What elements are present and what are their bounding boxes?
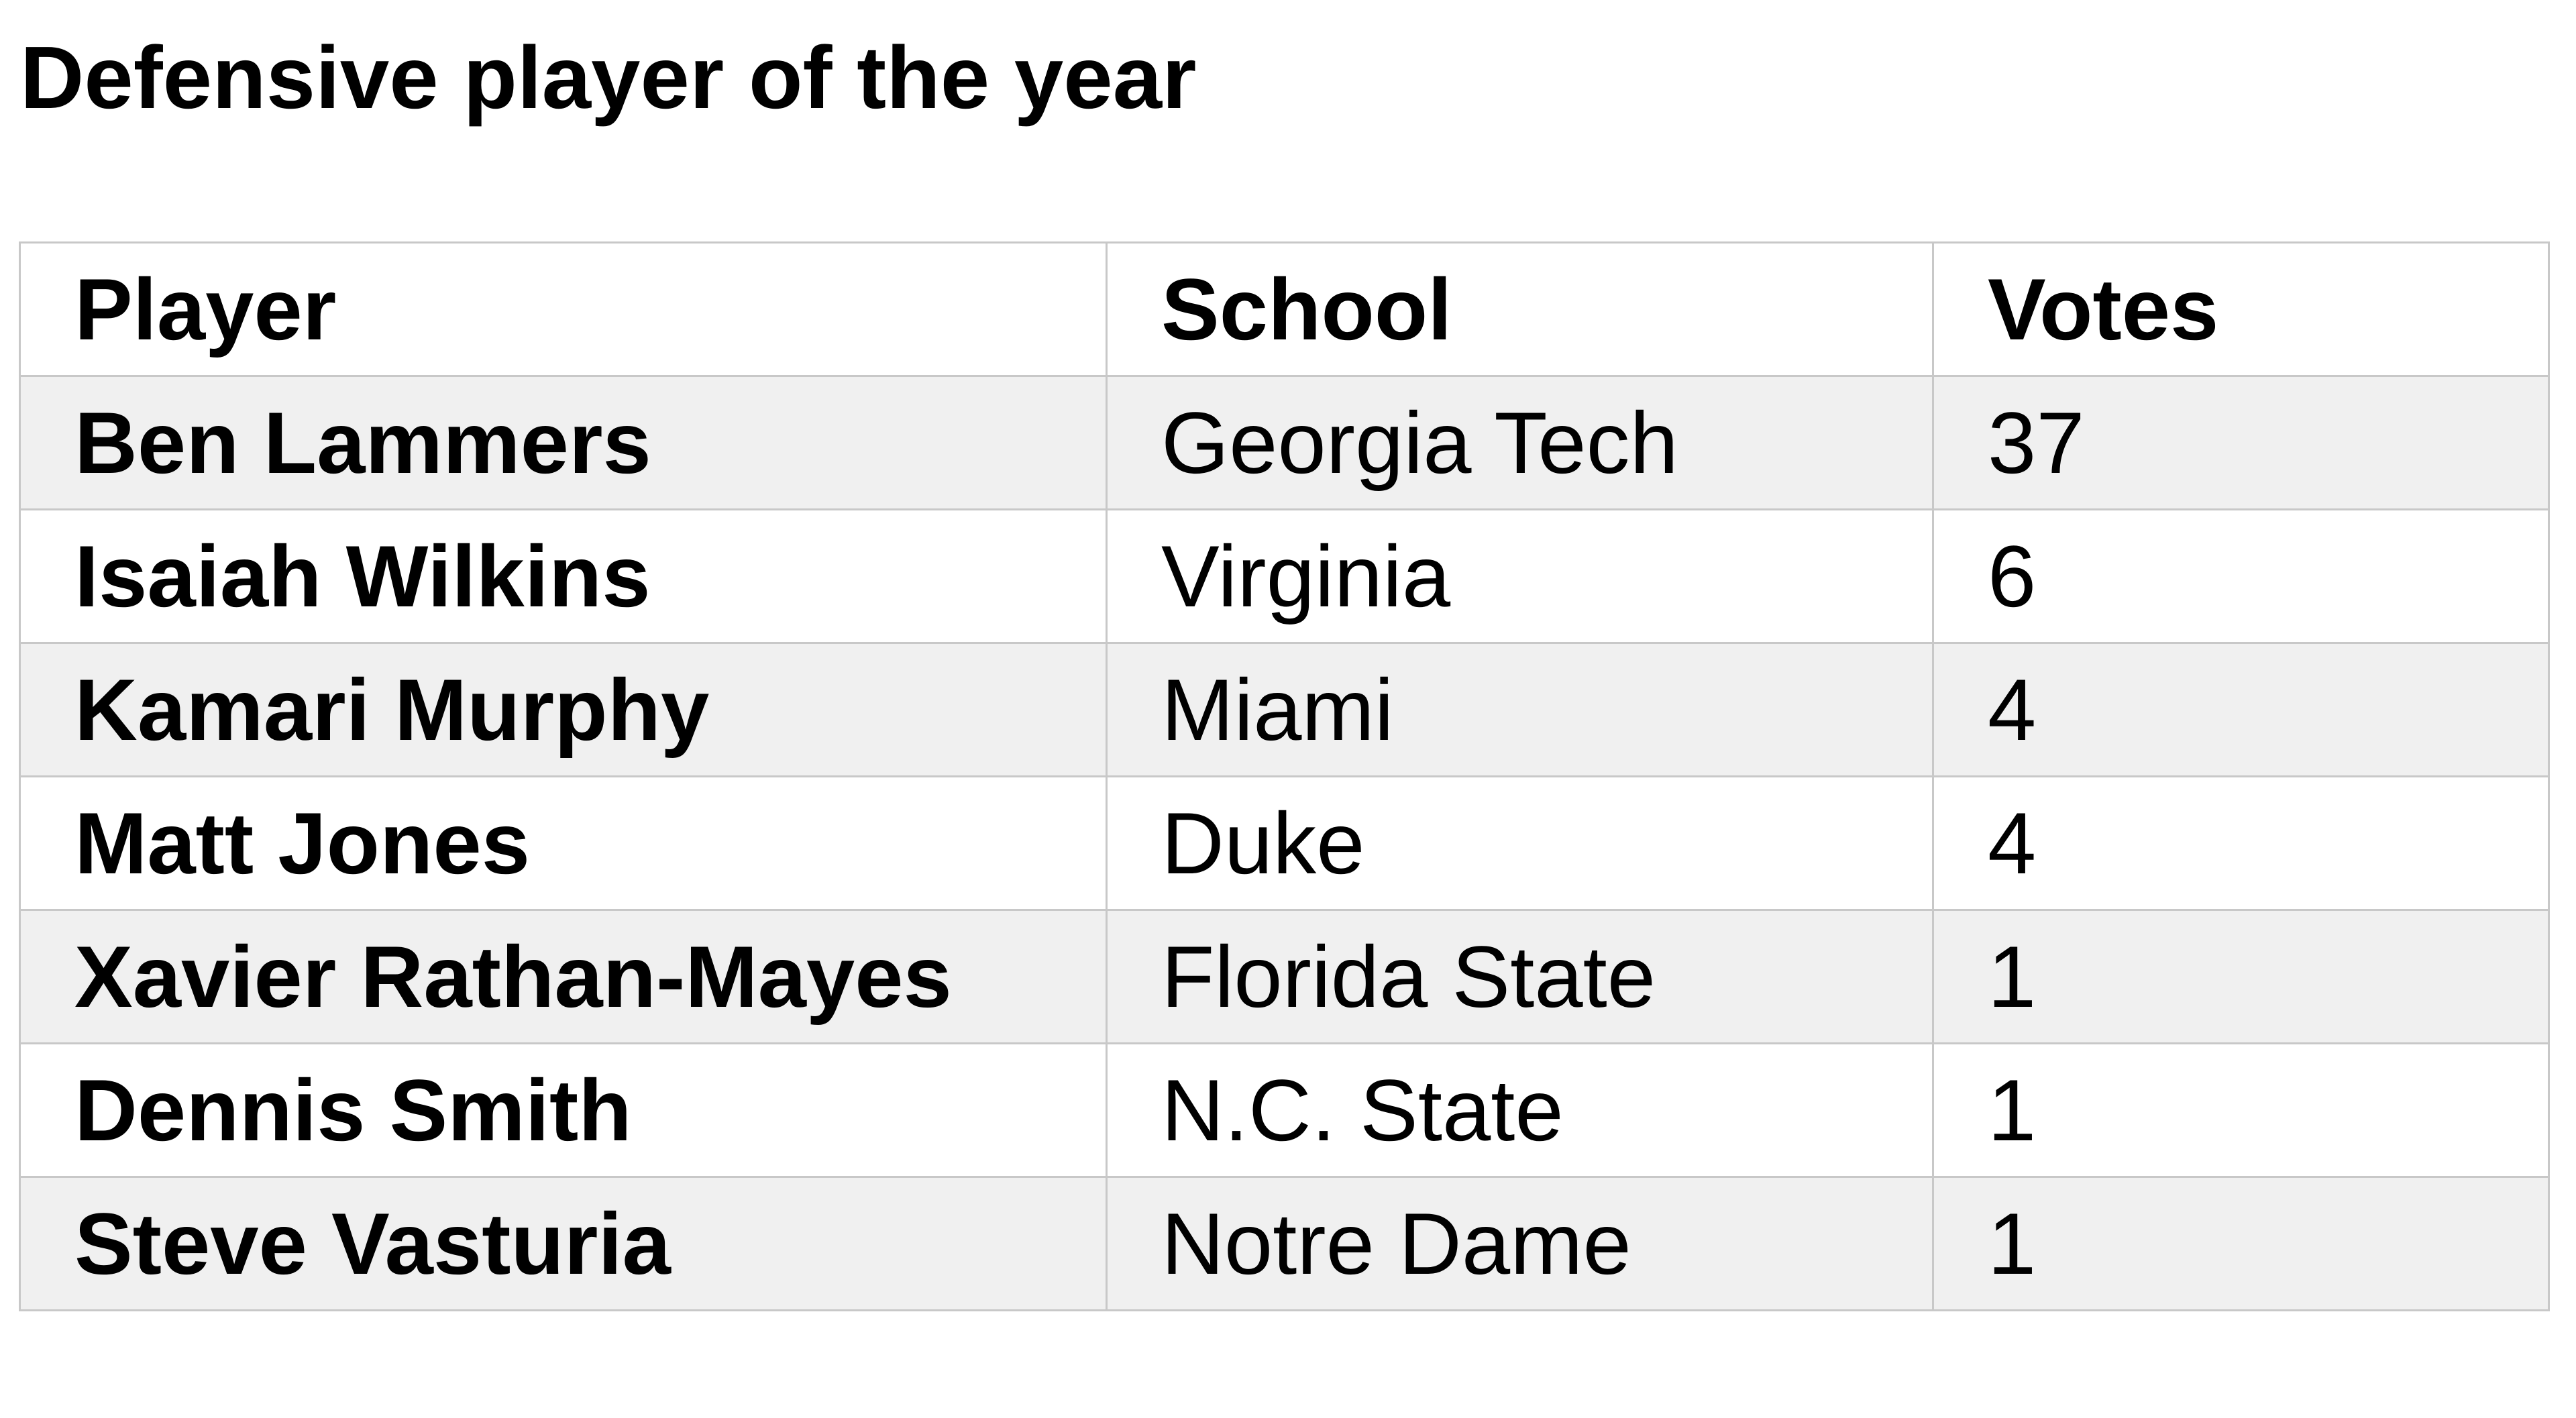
school-cell: Miami [1106, 642, 1934, 777]
player-cell: Kamari Murphy [19, 642, 1108, 777]
table-row: Xavier Rathan-Mayes Florida State 1 [19, 909, 2550, 1044]
school-cell: Georgia Tech [1106, 375, 1934, 510]
votes-table: Player School Votes Ben Lammers Georgia … [19, 241, 2550, 1311]
player-cell: Isaiah Wilkins [19, 508, 1108, 644]
column-header-player: Player [19, 241, 1108, 377]
player-cell: Matt Jones [19, 775, 1108, 911]
table-row: Steve Vasturia Notre Dame 1 [19, 1176, 2550, 1311]
column-header-school: School [1106, 241, 1934, 377]
school-cell: N.C. State [1106, 1042, 1934, 1178]
school-cell: Notre Dame [1106, 1176, 1934, 1311]
table-row: Isaiah Wilkins Virginia 6 [19, 508, 2550, 644]
table-row: Kamari Murphy Miami 4 [19, 642, 2550, 777]
votes-cell: 1 [1932, 1176, 2550, 1311]
table-header-row: Player School Votes [19, 241, 2550, 377]
page-title: Defensive player of the year [20, 28, 1197, 127]
player-cell: Xavier Rathan-Mayes [19, 909, 1108, 1044]
votes-cell: 4 [1932, 642, 2550, 777]
votes-cell: 1 [1932, 1042, 2550, 1178]
table-row: Ben Lammers Georgia Tech 37 [19, 375, 2550, 510]
column-header-votes: Votes [1932, 241, 2550, 377]
player-cell: Steve Vasturia [19, 1176, 1108, 1311]
votes-cell: 6 [1932, 508, 2550, 644]
votes-cell: 4 [1932, 775, 2550, 911]
player-cell: Dennis Smith [19, 1042, 1108, 1178]
table-row: Matt Jones Duke 4 [19, 775, 2550, 911]
school-cell: Duke [1106, 775, 1934, 911]
player-cell: Ben Lammers [19, 375, 1108, 510]
table-row: Dennis Smith N.C. State 1 [19, 1042, 2550, 1178]
school-cell: Florida State [1106, 909, 1934, 1044]
votes-cell: 37 [1932, 375, 2550, 510]
votes-cell: 1 [1932, 909, 2550, 1044]
school-cell: Virginia [1106, 508, 1934, 644]
